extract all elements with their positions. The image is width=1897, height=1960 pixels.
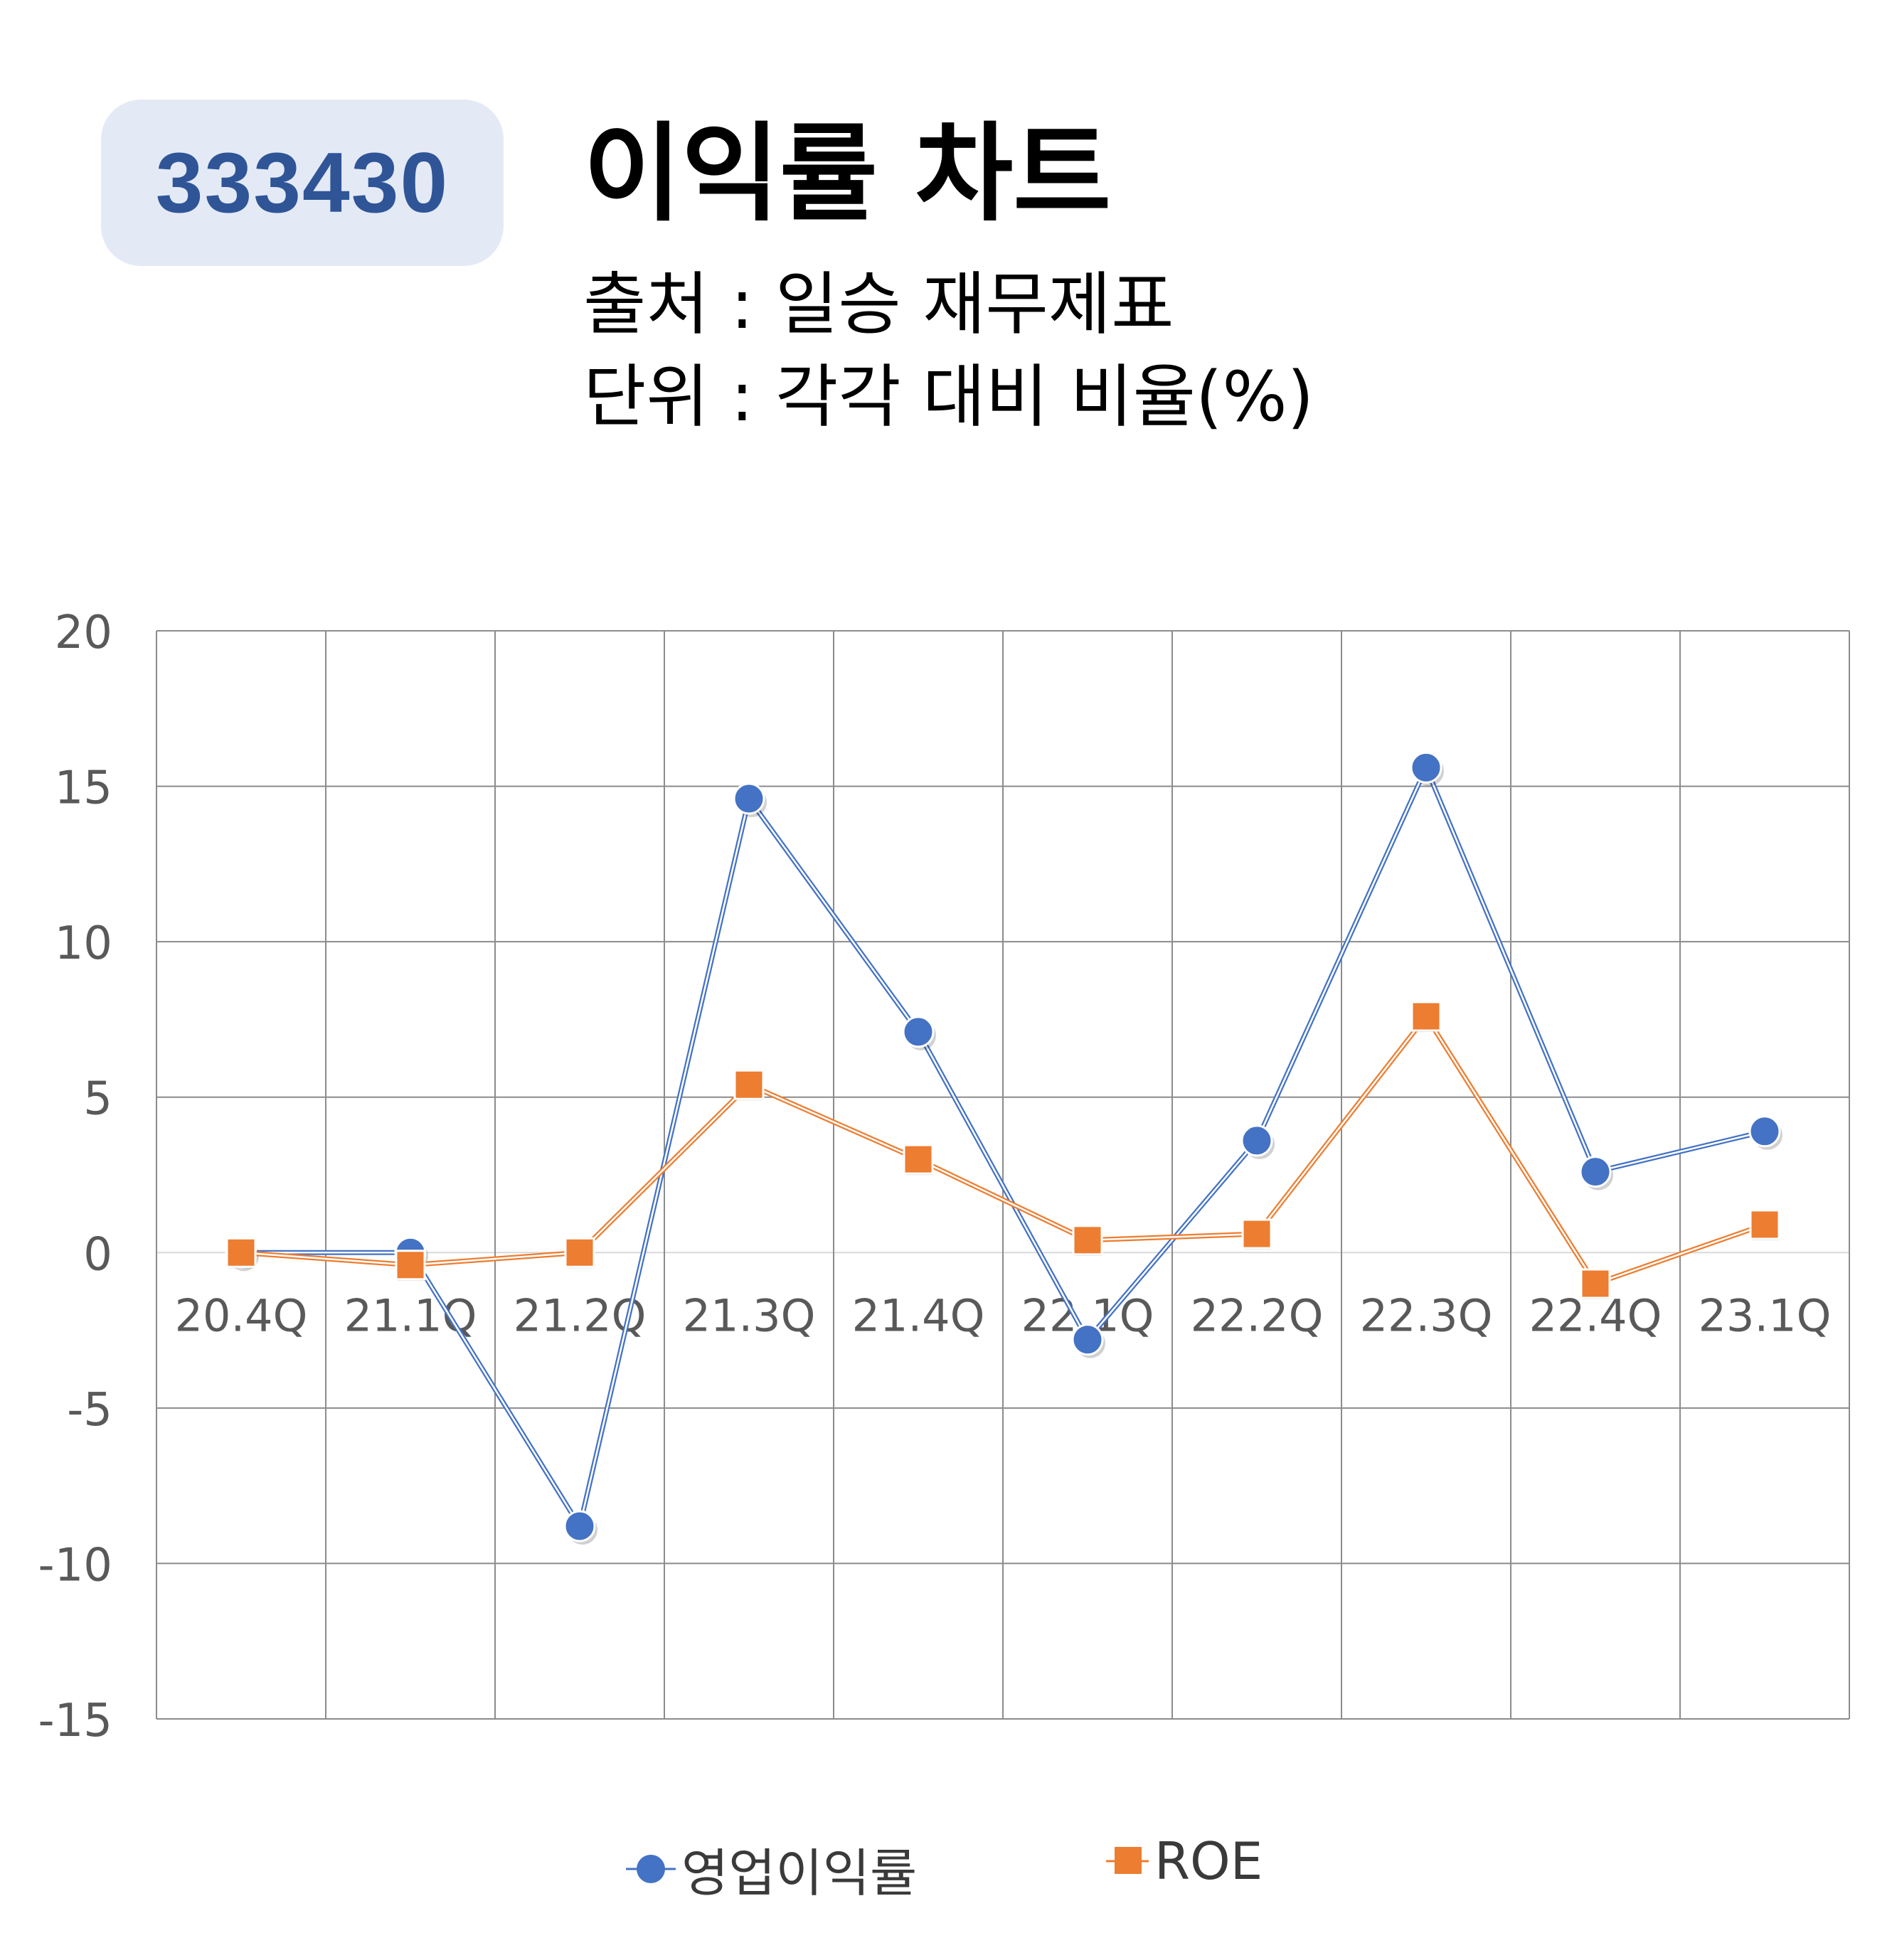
- x-tick-label: 21.1Q: [344, 1289, 477, 1341]
- data-point-series-1: [733, 782, 765, 815]
- x-tick-label: 22.2Q: [1191, 1289, 1324, 1341]
- data-point-series-2: [733, 1069, 765, 1100]
- y-tick-label: 10: [55, 917, 112, 970]
- legend-square-marker-icon: [1106, 1847, 1149, 1874]
- ticker-code: 333430: [155, 135, 450, 230]
- y-tick-label: -5: [67, 1384, 112, 1437]
- y-tick-label: -10: [38, 1539, 112, 1592]
- unit-text: 단위 : 각각 대비 비율(%): [583, 357, 1314, 437]
- legend-label-series-2: ROE: [1154, 1831, 1263, 1891]
- data-point-series-2: [225, 1237, 257, 1268]
- y-tick-label: -15: [38, 1695, 112, 1747]
- ticker-badge: 333430: [101, 100, 504, 266]
- y-tick-label: 5: [83, 1073, 112, 1126]
- legend-circle-marker-icon: [626, 1854, 676, 1883]
- x-tick-label: 23.1Q: [1699, 1289, 1832, 1341]
- data-point-series-1: [902, 1016, 935, 1048]
- data-point-series-2: [564, 1237, 595, 1268]
- series-line-highlight-1: [241, 765, 1765, 1529]
- data-point-series-2: [903, 1144, 934, 1175]
- data-point-series-2: [1410, 1001, 1442, 1032]
- series-line-highlight-2: [240, 1014, 1765, 1285]
- legend-item-series-1: 영업이익률: [626, 1831, 917, 1906]
- x-tick-label: 22.3Q: [1360, 1289, 1493, 1341]
- legend-label-series-1: 영업이익률: [681, 1843, 918, 1903]
- data-point-series-2: [1241, 1218, 1272, 1250]
- data-point-series-2: [1749, 1209, 1780, 1240]
- data-point-series-2: [1072, 1225, 1103, 1256]
- legend-item-series-2: ROE: [1106, 1831, 1263, 1891]
- x-tick-label: 21.3Q: [683, 1289, 816, 1341]
- y-tick-label: 0: [83, 1228, 112, 1281]
- data-point-series-2: [395, 1250, 426, 1281]
- data-point-series-1: [1240, 1124, 1273, 1157]
- data-point-series-1: [1071, 1323, 1104, 1356]
- data-point-series-1: [1410, 751, 1442, 784]
- x-tick-label: 21.4Q: [852, 1289, 985, 1341]
- y-tick-label: 15: [55, 762, 112, 815]
- source-text: 출처 : 일승 재무제표: [583, 265, 1174, 344]
- y-tick-label: 20: [55, 607, 112, 659]
- data-point-series-1: [1748, 1115, 1781, 1148]
- data-point-series-2: [1580, 1268, 1611, 1299]
- data-point-series-1: [1579, 1156, 1612, 1188]
- x-tick-label: 20.4Q: [175, 1289, 308, 1341]
- data-point-series-1: [563, 1510, 596, 1543]
- chart-title: 이익률 차트: [583, 112, 1112, 236]
